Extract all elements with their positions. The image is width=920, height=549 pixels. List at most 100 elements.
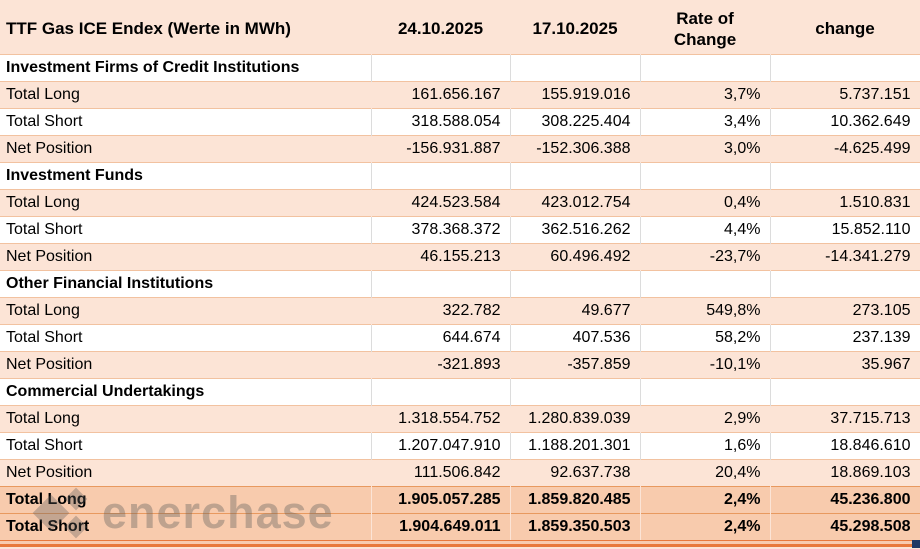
value-cell[interactable]: 3,0% — [640, 135, 770, 163]
row-label-cell[interactable]: Total Short — [0, 324, 372, 352]
value-cell[interactable]: 423.012.754 — [510, 189, 640, 217]
row-label-cell[interactable]: Commercial Undertakings — [0, 378, 372, 406]
data-row: Total Long 161.656.167 155.919.016 3,7% 5.73… — [0, 81, 920, 109]
value-cell[interactable]: 308.225.404 — [510, 108, 641, 136]
empty-cell[interactable] — [770, 54, 920, 82]
empty-cell[interactable] — [510, 270, 641, 298]
value-cell[interactable]: 549,8% — [640, 297, 770, 325]
empty-cell[interactable] — [770, 270, 920, 298]
value-cell[interactable]: 2,9% — [640, 405, 770, 433]
value-cell[interactable]: 1.905.057.285 — [371, 486, 510, 514]
empty-cell[interactable] — [371, 378, 511, 406]
empty-cell[interactable] — [510, 162, 641, 190]
empty-cell[interactable] — [640, 54, 771, 82]
value-cell[interactable]: 2,4% — [640, 513, 770, 540]
value-cell[interactable]: 3,4% — [640, 108, 771, 136]
column-header-date-previous[interactable]: 17.10.2025 — [510, 3, 640, 55]
row-label-cell[interactable]: Investment Funds — [0, 162, 372, 190]
value-cell[interactable]: 4,4% — [640, 216, 771, 244]
value-cell[interactable]: 237.139 — [770, 324, 920, 352]
value-cell[interactable]: -14.341.279 — [770, 243, 920, 271]
value-cell[interactable]: -152.306.388 — [510, 135, 640, 163]
value-cell[interactable]: 322.782 — [371, 297, 510, 325]
value-cell[interactable]: 644.674 — [371, 324, 511, 352]
value-cell[interactable]: 92.637.738 — [510, 459, 640, 487]
value-cell[interactable]: 49.677 — [510, 297, 640, 325]
section-row: Investment Firms of Credit Institutions — [0, 54, 920, 82]
value-cell[interactable]: -4.625.499 — [770, 135, 920, 163]
row-label-cell[interactable]: Total Short — [0, 108, 372, 136]
value-cell[interactable]: 35.967 — [770, 351, 920, 379]
value-cell[interactable]: 18.869.103 — [770, 459, 920, 487]
value-cell[interactable]: 318.588.054 — [371, 108, 511, 136]
value-cell[interactable]: 1.188.201.301 — [510, 432, 641, 460]
empty-cell[interactable] — [640, 162, 771, 190]
value-cell[interactable]: 37.715.713 — [770, 405, 920, 433]
row-label-cell[interactable]: Total Long — [0, 81, 371, 109]
empty-cell[interactable] — [770, 162, 920, 190]
empty-cell[interactable] — [371, 162, 511, 190]
value-cell[interactable]: 424.523.584 — [371, 189, 510, 217]
value-cell[interactable]: 161.656.167 — [371, 81, 510, 109]
value-cell[interactable]: -321.893 — [371, 351, 510, 379]
row-label-cell[interactable]: Net Position — [0, 459, 371, 487]
row-label-cell[interactable]: Total Short — [0, 216, 372, 244]
value-cell[interactable]: 2,4% — [640, 486, 770, 514]
empty-cell[interactable] — [640, 378, 771, 406]
value-cell[interactable]: 1.904.649.011 — [371, 513, 510, 540]
data-row: Net Position 46.155.213 60.496.492 -23,7% -1… — [0, 243, 920, 271]
row-label-cell[interactable]: Other Financial Institutions — [0, 270, 372, 298]
empty-cell[interactable] — [510, 378, 641, 406]
value-cell[interactable]: 1.207.047.910 — [371, 432, 511, 460]
empty-cell[interactable] — [640, 270, 771, 298]
value-cell[interactable]: 155.919.016 — [510, 81, 640, 109]
value-cell[interactable]: 1.318.554.752 — [371, 405, 510, 433]
column-header-date-current[interactable]: 24.10.2025 — [371, 3, 510, 55]
table-title[interactable]: TTF Gas ICE Endex (Werte in MWh) — [0, 3, 371, 55]
value-cell[interactable]: 60.496.492 — [510, 243, 640, 271]
value-cell[interactable]: -357.859 — [510, 351, 640, 379]
value-cell[interactable]: 407.536 — [510, 324, 641, 352]
value-cell[interactable]: -23,7% — [640, 243, 770, 271]
empty-cell[interactable] — [770, 378, 920, 406]
value-cell[interactable]: 1.280.839.039 — [510, 405, 640, 433]
row-label-cell[interactable]: Investment Firms of Credit Institutions — [0, 54, 372, 82]
value-cell[interactable]: 15.852.110 — [770, 216, 920, 244]
excel-fill-handle[interactable] — [912, 540, 920, 548]
value-cell[interactable]: 45.298.508 — [770, 513, 920, 540]
empty-cell[interactable] — [510, 54, 641, 82]
value-cell[interactable]: 1.859.820.485 — [510, 486, 640, 514]
value-cell[interactable]: 3,7% — [640, 81, 770, 109]
row-label-cell[interactable]: Net Position — [0, 351, 371, 379]
value-cell[interactable]: 273.105 — [770, 297, 920, 325]
value-cell[interactable]: 362.516.262 — [510, 216, 641, 244]
value-cell[interactable]: 111.506.842 — [371, 459, 510, 487]
value-cell[interactable]: 1,6% — [640, 432, 771, 460]
empty-cell[interactable] — [371, 270, 511, 298]
column-header-change[interactable]: change — [770, 3, 920, 55]
column-header-rate-of-change[interactable]: Rate of Change — [640, 3, 770, 55]
value-cell[interactable]: 0,4% — [640, 189, 770, 217]
value-cell[interactable]: 18.846.610 — [770, 432, 920, 460]
row-label-cell[interactable]: Total Long — [0, 189, 371, 217]
empty-cell[interactable] — [371, 54, 511, 82]
value-cell[interactable]: 1.859.350.503 — [510, 513, 640, 540]
value-cell[interactable]: -156.931.887 — [371, 135, 510, 163]
value-cell[interactable]: 1.510.831 — [770, 189, 920, 217]
row-label-cell[interactable]: Total Long — [0, 297, 371, 325]
value-cell[interactable]: 20,4% — [640, 459, 770, 487]
row-label-cell[interactable]: Total Short — [0, 513, 371, 540]
row-label-cell[interactable]: Net Position — [0, 135, 371, 163]
value-cell[interactable]: 58,2% — [640, 324, 771, 352]
row-label-cell[interactable]: Total Long — [0, 405, 371, 433]
value-cell[interactable]: 46.155.213 — [371, 243, 510, 271]
value-cell[interactable]: 378.368.372 — [371, 216, 511, 244]
row-label-cell[interactable]: Net Position — [0, 243, 371, 271]
value-cell[interactable]: 10.362.649 — [770, 108, 920, 136]
value-cell[interactable]: 5.737.151 — [770, 81, 920, 109]
value-cell[interactable]: -10,1% — [640, 351, 770, 379]
value-cell[interactable]: 45.236.800 — [770, 486, 920, 514]
row-label-cell[interactable]: Total Long — [0, 486, 371, 514]
row-label-cell[interactable]: Total Short — [0, 432, 372, 460]
